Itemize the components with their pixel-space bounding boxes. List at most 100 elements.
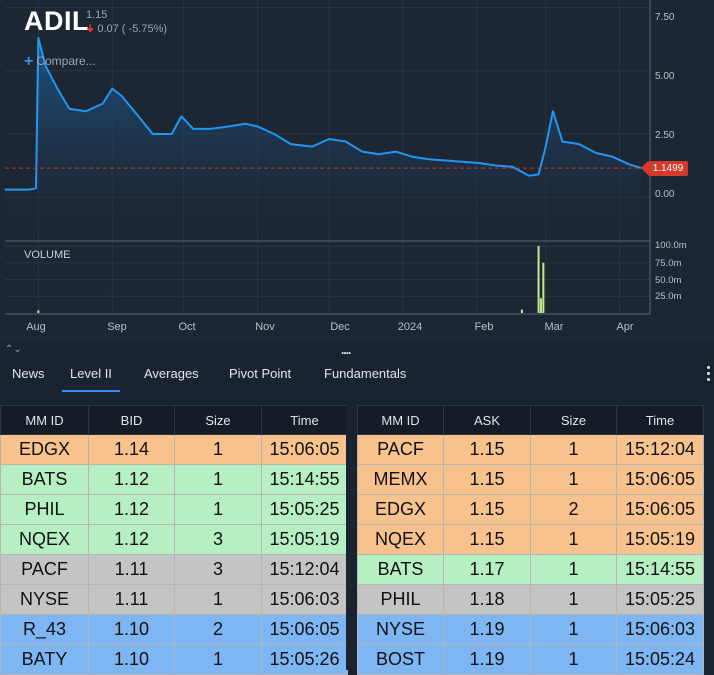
bid-mm-id-cell: BATS [1,465,89,495]
ask-mm-id-cell: EDGX [358,495,444,525]
ask-row[interactable]: BATS 1.17 1 15:14:55 [358,555,704,585]
bid-mm-id-cell: PACF [1,555,89,585]
bid-price-cell: 1.12 [89,495,175,525]
ask-size-cell: 1 [531,525,617,555]
volume-tick-label: 75.0m [655,258,681,269]
column-header[interactable]: Time [262,406,348,435]
bid-size-cell: 2 [175,615,262,645]
ask-time-cell: 15:05:24 [617,645,704,675]
ask-price-cell: 1.18 [444,585,531,615]
price-point [69,108,70,109]
volume-label: VOLUME [24,249,70,261]
x-tick-label: Apr [616,321,633,333]
volume-bar [540,298,542,313]
price-point [121,95,122,96]
bid-mm-id-cell: R_43 [1,615,89,645]
last-price: 1.15 [86,9,107,21]
tab-averages[interactable]: Averages [144,366,199,390]
bid-row[interactable]: BATS 1.12 1 15:14:55 [1,465,348,495]
ask-row[interactable]: PACF 1.15 1 15:12:04 [358,435,704,465]
chevron-up-down-icon[interactable]: ⌃⌄ [5,344,22,355]
bid-row[interactable]: NQEX 1.12 3 15:05:19 [1,525,348,555]
volume-tick-label: 25.0m [655,291,681,302]
price-point [171,133,172,134]
ask-row[interactable]: EDGX 1.15 2 15:06:05 [358,495,704,525]
bid-mm-id-cell: EDGX [1,435,89,465]
bid-price-cell: 1.11 [89,555,175,585]
price-point [478,162,479,163]
price-chart[interactable]: ADIL 1.15 🠋 0.07 ( -5.75%) + Compare... V… [0,0,714,342]
ask-row[interactable]: NYSE 1.19 1 15:06:03 [358,615,704,645]
current-price-badge: 1.1499 [648,161,688,176]
bid-row[interactable]: PHIL 1.12 1 15:05:25 [1,495,348,525]
price-point [378,154,379,155]
bid-row[interactable]: EDGX 1.14 1 15:06:05 [1,435,348,465]
x-tick-label: Dec [330,321,350,333]
bid-size-cell: 1 [175,435,262,465]
tab-level-ii[interactable]: Level II [62,366,120,392]
column-header[interactable]: Size [531,406,617,435]
tab-fundamentals[interactable]: Fundamentals [324,366,406,390]
bid-row[interactable]: R_43 1.10 2 15:06:05 [1,615,348,645]
ask-size-cell: 1 [531,555,617,585]
x-tick-label: Sep [107,321,127,333]
price-point [545,146,546,147]
ask-mm-id-cell: PACF [358,435,444,465]
price-point [35,188,36,189]
volume-bar [37,310,39,313]
bid-time-cell: 15:06:03 [262,585,348,615]
price-point [445,160,446,161]
price-point [290,143,291,144]
price-point [28,189,29,190]
price-point [152,133,153,134]
tab-pivot-point[interactable]: Pivot Point [229,366,291,390]
bid-size-cell: 3 [175,555,262,585]
compare-button[interactable]: + Compare... [24,53,96,71]
price-point [257,126,258,127]
column-header[interactable]: MM ID [1,406,89,435]
bid-price-cell: 1.10 [89,615,175,645]
more-options-icon[interactable] [707,366,711,384]
ask-price-cell: 1.15 [444,525,531,555]
price-point [612,156,613,157]
bid-size-cell: 1 [175,495,262,525]
price-point [312,146,313,147]
bid-row[interactable]: NYSE 1.11 1 15:06:03 [1,585,348,615]
ask-row[interactable]: MEMX 1.15 1 15:06:05 [358,465,704,495]
ask-price-cell: 1.19 [444,645,531,675]
tab-news[interactable]: News [12,366,45,390]
column-header[interactable]: Size [175,406,262,435]
price-point [209,128,210,129]
bid-time-cell: 15:06:05 [262,615,348,645]
price-point [85,111,86,112]
x-tick-label: Mar [545,321,564,333]
ask-time-cell: 15:05:19 [617,525,704,555]
bid-mm-id-cell: NYSE [1,585,89,615]
table-divider [346,405,357,670]
column-header[interactable]: MM ID [358,406,444,435]
column-header[interactable]: Time [617,406,704,435]
ask-row[interactable]: PHIL 1.18 1 15:05:25 [358,585,704,615]
price-point [4,189,5,190]
bid-header-row: MM ID BID Size Time [1,406,348,435]
ask-mm-id-cell: BATS [358,555,444,585]
volume-bar [538,246,540,313]
ask-row[interactable]: NQEX 1.15 1 15:05:19 [358,525,704,555]
down-arrow-icon: 🠋 [86,24,94,35]
ask-mm-id-cell: MEMX [358,465,444,495]
ask-time-cell: 15:12:04 [617,435,704,465]
chart-canvas[interactable] [0,0,714,342]
price-point [578,143,579,144]
bid-time-cell: 15:05:19 [262,525,348,555]
bid-row[interactable]: PACF 1.11 3 15:12:04 [1,555,348,585]
bid-size-cell: 1 [175,585,262,615]
volume-tick-label: 50.0m [655,275,681,286]
bid-mm-id-cell: BATY [1,645,89,675]
price-point [274,133,275,134]
column-header[interactable]: BID [89,406,175,435]
ask-row[interactable]: BOST 1.19 1 15:05:24 [358,645,704,675]
bid-row[interactable]: BATY 1.10 1 15:05:26 [1,645,348,675]
panel-drag-handle[interactable]: .... [341,343,350,357]
ask-mm-id-cell: NQEX [358,525,444,555]
column-header[interactable]: ASK [444,406,531,435]
